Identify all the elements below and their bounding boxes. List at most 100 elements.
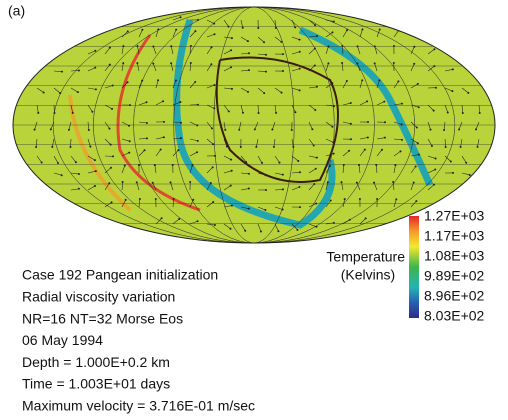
caption-line: Maximum velocity = 3.716E-01 m/sec (22, 398, 255, 414)
velocity-arrow-head (111, 108, 113, 110)
velocity-arrow-head (89, 146, 91, 148)
colorbar-label: 1.27E+03 (424, 208, 485, 224)
velocity-arrow-head (397, 80, 399, 82)
velocity-arrow-head (417, 83, 419, 85)
velocity-arrow-head (72, 112, 74, 114)
velocity-arrow-head (170, 45, 172, 47)
velocity-arrow-head (197, 19, 199, 21)
velocity-arrow-head (230, 49, 232, 51)
velocity-arrow-head (316, 86, 318, 88)
velocity-arrow-head (180, 16, 182, 18)
velocity-arrow-head (282, 53, 284, 55)
velocity-arrow-head (197, 220, 199, 222)
velocity-arrow-head (212, 201, 214, 203)
velocity-arrow-head (194, 81, 196, 83)
velocity-arrow-head (69, 146, 71, 148)
velocity-arrow-head (364, 149, 366, 151)
velocity-arrow-head (212, 166, 214, 168)
velocity-arrow-head (413, 181, 415, 183)
caption-line: Radial viscosity variation (22, 289, 175, 305)
velocity-arrow-head (57, 162, 59, 164)
velocity-arrow-head (313, 183, 315, 185)
velocity-arrow-head (299, 39, 301, 41)
velocity-arrow-head (229, 228, 231, 230)
velocity-arrow-head (460, 146, 462, 148)
velocity-arrow-head (152, 62, 154, 64)
velocity-arrow-head (129, 140, 131, 142)
velocity-arrow-head (299, 51, 301, 53)
velocity-arrow-head (384, 137, 386, 139)
velocity-arrow-head (415, 165, 417, 167)
velocity-arrow-head (331, 31, 333, 33)
velocity-arrow-head (61, 71, 63, 73)
colorbar-unit: (Kelvins) (341, 267, 395, 283)
velocity-arrow-head (37, 112, 39, 114)
velocity-arrow-head (292, 146, 294, 148)
velocity-arrow-head (51, 146, 53, 148)
velocity-arrow-head (399, 150, 401, 152)
velocity-arrow-head (122, 181, 124, 183)
velocity-arrow-head (248, 188, 250, 190)
velocity-arrow-head (109, 47, 111, 49)
velocity-arrow-head (314, 48, 316, 50)
velocity-arrow-head (418, 154, 420, 156)
velocity-arrow-head (452, 172, 454, 174)
velocity-arrow-head (361, 79, 363, 81)
velocity-arrow-head (282, 188, 284, 190)
velocity-arrow-head (238, 129, 240, 131)
velocity-arrow-head (417, 142, 419, 144)
velocity-arrow-head (231, 88, 233, 90)
velocity-arrow-head (88, 129, 90, 131)
velocity-arrow-head (214, 33, 216, 35)
velocity-arrow-head (445, 146, 447, 148)
velocity-arrow-head (273, 146, 275, 148)
velocity-arrow-head (366, 100, 368, 102)
velocity-arrow-head (213, 107, 215, 109)
velocity-arrow-head (265, 189, 267, 191)
velocity-arrow-head (261, 162, 263, 164)
velocity-arrow-head (330, 199, 332, 201)
velocity-arrow-head (95, 88, 97, 90)
velocity-arrow-head (258, 112, 260, 114)
velocity-arrow-head (136, 45, 138, 47)
velocity-arrow-head (210, 182, 212, 184)
velocity-arrow-head (230, 185, 232, 187)
velocity-arrow-head (341, 181, 343, 183)
velocity-arrow-head (343, 164, 345, 166)
velocity-arrow-head (314, 64, 316, 66)
velocity-arrow-head (332, 141, 334, 143)
velocity-arrow-head (109, 64, 111, 66)
velocity-arrow-head (248, 208, 250, 210)
velocity-arrow-head (467, 92, 469, 94)
velocity-arrow-head (333, 153, 335, 155)
velocity-arrow-head (264, 209, 266, 211)
velocity-arrow-head (68, 129, 70, 131)
velocity-arrow-head (435, 158, 437, 160)
velocity-arrow-head (110, 167, 112, 169)
velocity-arrow-head (357, 45, 359, 47)
velocity-arrow-head (348, 150, 350, 152)
velocity-arrow-head (315, 226, 317, 228)
velocity-arrow-head (247, 40, 249, 42)
velocity-arrow-head (462, 112, 464, 114)
velocity-arrow-head (359, 198, 361, 200)
velocity-arrow-head (413, 63, 415, 65)
velocity-arrow-head (316, 157, 318, 159)
velocity-arrow-head (260, 230, 262, 232)
velocity-arrow-head (373, 182, 375, 184)
velocity-arrow-head (263, 41, 265, 43)
velocity-arrow-head (452, 68, 454, 70)
velocity-arrow-head (450, 161, 452, 163)
velocity-arrow-head (331, 82, 333, 84)
velocity-arrow-head (231, 170, 233, 172)
velocity-arrow-head (146, 137, 148, 139)
velocity-arrow-head (333, 105, 335, 107)
velocity-arrow-head (95, 170, 97, 172)
velocity-arrow-head (433, 110, 435, 112)
velocity-arrow-head (41, 162, 43, 164)
velocity-arrow-head (177, 149, 179, 151)
velocity-arrow-head (228, 110, 230, 112)
velocity-arrow-head (175, 29, 177, 31)
velocity-arrow-head (379, 28, 381, 30)
velocity-arrow-head (311, 128, 313, 130)
